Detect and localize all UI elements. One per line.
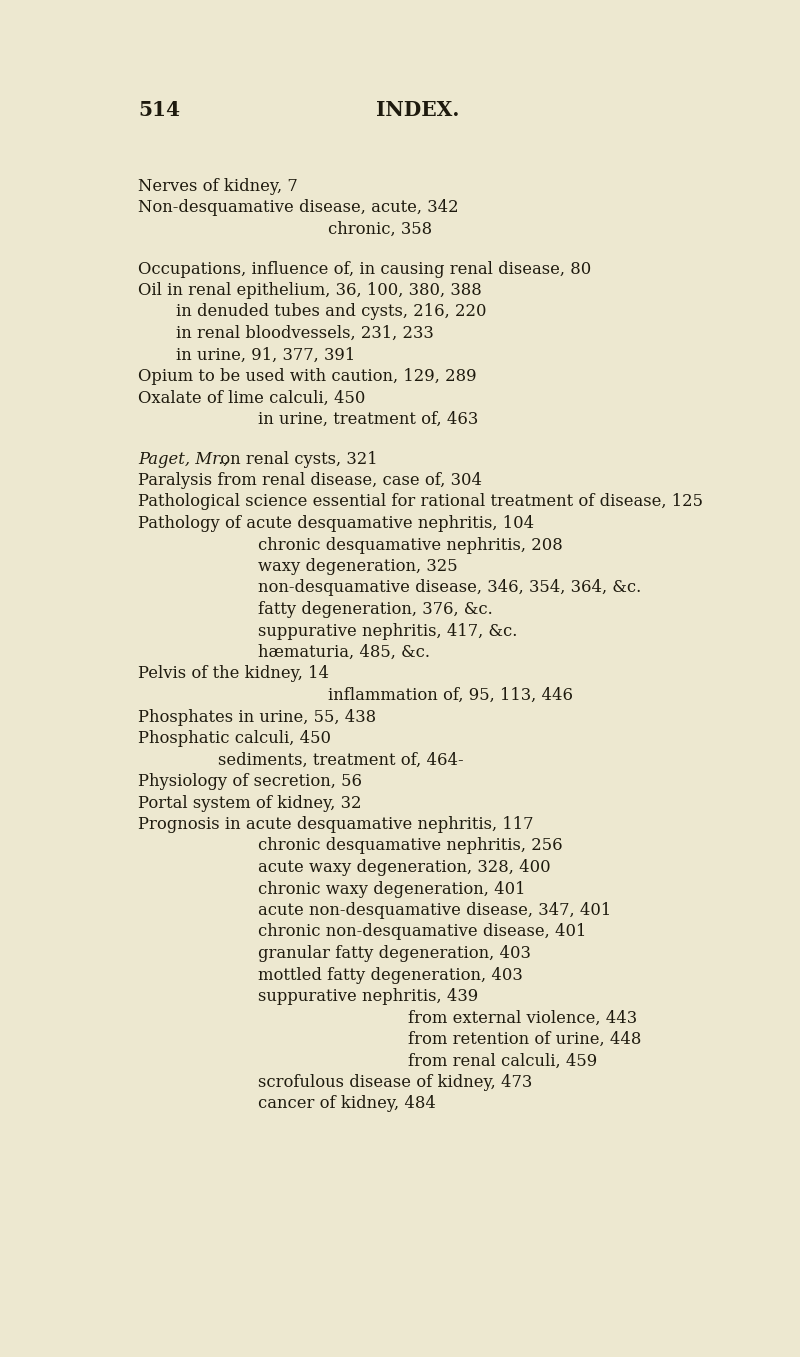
Text: chronic waxy degeneration, 401: chronic waxy degeneration, 401: [258, 881, 526, 897]
Text: Phosphatic calculi, 450: Phosphatic calculi, 450: [138, 730, 331, 746]
Text: chronic non-desquamative disease, 401: chronic non-desquamative disease, 401: [258, 924, 586, 940]
Text: from retention of urine, 448: from retention of urine, 448: [408, 1031, 642, 1048]
Text: chronic, 358: chronic, 358: [328, 221, 432, 237]
Text: suppurative nephritis, 439: suppurative nephritis, 439: [258, 988, 478, 1006]
Text: acute waxy degeneration, 328, 400: acute waxy degeneration, 328, 400: [258, 859, 550, 877]
Text: sediments, treatment of, 464-: sediments, treatment of, 464-: [218, 752, 464, 768]
Text: fatty degeneration, 376, &c.: fatty degeneration, 376, &c.: [258, 601, 493, 617]
Text: in renal bloodvessels, 231, 233: in renal bloodvessels, 231, 233: [176, 324, 434, 342]
Text: Paget, Mr.,: Paget, Mr.,: [138, 451, 229, 468]
Text: in urine, treatment of, 463: in urine, treatment of, 463: [258, 411, 478, 427]
Text: Pathology of acute desquamative nephritis, 104: Pathology of acute desquamative nephriti…: [138, 516, 534, 532]
Text: non-desquamative disease, 346, 354, 364, &c.: non-desquamative disease, 346, 354, 364,…: [258, 579, 642, 597]
Text: acute non-desquamative disease, 347, 401: acute non-desquamative disease, 347, 401: [258, 902, 611, 919]
Text: Phosphates in urine, 55, 438: Phosphates in urine, 55, 438: [138, 708, 376, 726]
Text: mottled fatty degeneration, 403: mottled fatty degeneration, 403: [258, 966, 522, 984]
Text: Prognosis in acute desquamative nephritis, 117: Prognosis in acute desquamative nephriti…: [138, 816, 534, 833]
Text: from renal calculi, 459: from renal calculi, 459: [408, 1053, 598, 1069]
Text: from external violence, 443: from external violence, 443: [408, 1010, 637, 1026]
Text: Physiology of secretion, 56: Physiology of secretion, 56: [138, 773, 362, 790]
Text: granular fatty degeneration, 403: granular fatty degeneration, 403: [258, 944, 531, 962]
Text: INDEX.: INDEX.: [376, 100, 459, 119]
Text: Oil in renal epithelium, 36, 100, 380, 388: Oil in renal epithelium, 36, 100, 380, 3…: [138, 282, 482, 299]
Text: waxy degeneration, 325: waxy degeneration, 325: [258, 558, 458, 575]
Text: scrofulous disease of kidney, 473: scrofulous disease of kidney, 473: [258, 1073, 532, 1091]
Text: in denuded tubes and cysts, 216, 220: in denuded tubes and cysts, 216, 220: [176, 304, 486, 320]
Text: Non-desquamative disease, acute, 342: Non-desquamative disease, acute, 342: [138, 199, 458, 217]
Text: chronic desquamative nephritis, 208: chronic desquamative nephritis, 208: [258, 536, 562, 554]
Text: hæmaturia, 485, &c.: hæmaturia, 485, &c.: [258, 645, 430, 661]
Text: Opium to be used with caution, 129, 289: Opium to be used with caution, 129, 289: [138, 368, 477, 385]
Text: Pathological science essential for rational treatment of disease, 125: Pathological science essential for ratio…: [138, 494, 703, 510]
Text: Oxalate of lime calculi, 450: Oxalate of lime calculi, 450: [138, 389, 366, 407]
Text: Pelvis of the kidney, 14: Pelvis of the kidney, 14: [138, 665, 329, 683]
Text: on renal cysts, 321: on renal cysts, 321: [215, 451, 378, 468]
Text: cancer of kidney, 484: cancer of kidney, 484: [258, 1095, 436, 1113]
Text: suppurative nephritis, 417, &c.: suppurative nephritis, 417, &c.: [258, 623, 518, 639]
Text: inflammation of, 95, 113, 446: inflammation of, 95, 113, 446: [328, 687, 573, 704]
Text: Paralysis from renal disease, case of, 304: Paralysis from renal disease, case of, 3…: [138, 472, 482, 489]
Text: chronic desquamative nephritis, 256: chronic desquamative nephritis, 256: [258, 837, 562, 855]
Text: 514: 514: [138, 100, 180, 119]
Text: Occupations, influence of, in causing renal disease, 80: Occupations, influence of, in causing re…: [138, 261, 591, 277]
Text: Portal system of kidney, 32: Portal system of kidney, 32: [138, 794, 362, 811]
Text: in urine, 91, 377, 391: in urine, 91, 377, 391: [176, 346, 355, 364]
Text: Nerves of kidney, 7: Nerves of kidney, 7: [138, 178, 298, 195]
